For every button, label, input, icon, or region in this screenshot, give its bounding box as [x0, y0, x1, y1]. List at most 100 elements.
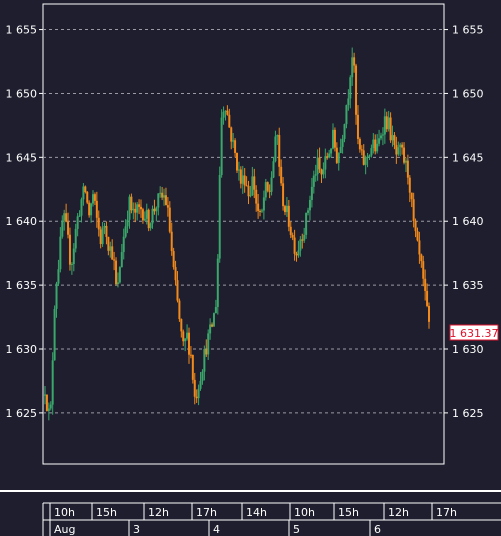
candle-body [401, 144, 404, 148]
candle-body [111, 246, 114, 260]
candle-body [51, 360, 54, 405]
candle-body [383, 116, 386, 135]
candle-body [207, 333, 210, 355]
candle-body [345, 105, 348, 125]
date-label: Aug [54, 523, 75, 536]
candle-body [381, 134, 384, 136]
candle-body [303, 234, 306, 241]
candle-body [320, 169, 323, 175]
candle-body [230, 127, 233, 142]
candle-body [128, 196, 131, 220]
candle-body [295, 253, 298, 256]
candle-body [268, 190, 271, 192]
candle-body [59, 236, 62, 270]
last-price-marker: 1 631.37 [449, 324, 499, 341]
y-tick-label-right: 1 655 [452, 24, 484, 37]
candle-body [134, 208, 137, 213]
candle-body [214, 306, 217, 314]
candle-body [264, 182, 267, 198]
y-tick-label-left: 1 650 [6, 87, 38, 100]
candle-body [113, 259, 116, 261]
candle-body [124, 226, 127, 237]
candle-body [45, 394, 48, 411]
candle-body [274, 136, 277, 162]
candle-body [293, 237, 296, 254]
candle-body [282, 183, 285, 207]
candle-body [408, 177, 411, 193]
candle-body [356, 114, 359, 139]
candle-body [312, 175, 315, 187]
candle-body [366, 156, 369, 158]
candle-body [65, 213, 68, 222]
candle-body [103, 225, 106, 228]
candle-body [193, 379, 196, 397]
candle-body [339, 147, 342, 154]
candle-body [262, 197, 265, 211]
candle-body [370, 148, 373, 156]
candle-body [362, 150, 365, 165]
candle-body [186, 332, 189, 339]
candle-body [163, 195, 166, 198]
candle-body [222, 111, 225, 118]
candle-body [397, 147, 400, 155]
time-label: 12h [148, 506, 169, 519]
candle-body [260, 210, 263, 212]
time-label: 17h [196, 506, 217, 519]
candle-body [241, 175, 244, 184]
candle-body [226, 110, 229, 115]
candle-body [351, 57, 354, 78]
candle-body [93, 194, 96, 201]
candle-body [272, 161, 275, 178]
candle-body [180, 319, 183, 332]
candle-body [118, 267, 121, 283]
y-tick-label-left: 1 625 [6, 407, 38, 420]
time-label: 10h [54, 506, 75, 519]
candle-body [49, 404, 52, 409]
candle-body [78, 215, 81, 217]
candle-body [176, 280, 179, 301]
candle-body [97, 217, 100, 230]
candle-body [328, 153, 331, 158]
plot-frame [42, 3, 445, 465]
candle-body [353, 57, 356, 66]
candle-body [316, 157, 319, 175]
candle-body [120, 252, 123, 268]
candle-body [278, 135, 281, 167]
candle-body [115, 260, 118, 285]
candle-body [387, 117, 390, 130]
candle-body [170, 231, 173, 252]
candle-body [122, 236, 125, 253]
candle-body [291, 234, 294, 238]
time-label: 15h [96, 506, 117, 519]
date-label: 4 [213, 523, 220, 536]
candle-body [212, 313, 215, 327]
candle-body [355, 65, 358, 115]
candle-body [284, 206, 286, 213]
candle-body [314, 174, 317, 176]
candle-body [395, 145, 398, 155]
candle-body [172, 251, 175, 268]
candle-body [63, 213, 66, 221]
candle-body [95, 200, 98, 218]
date-label: 6 [374, 523, 381, 536]
candle-body [90, 203, 93, 216]
candle-body [378, 138, 381, 144]
candle-body [424, 278, 427, 291]
date-label: 5 [293, 523, 300, 536]
time-label: 12h [388, 506, 409, 519]
candle-body [337, 153, 340, 163]
candle-body [153, 208, 156, 212]
y-tick-label-left: 1 655 [6, 24, 38, 37]
price-series [44, 47, 430, 421]
candle-body [232, 140, 235, 142]
candle-body [257, 203, 260, 211]
candle-body [145, 209, 148, 219]
candle-body [333, 129, 336, 148]
candle-body [266, 182, 269, 191]
candle-body [218, 174, 221, 259]
candle-body [406, 160, 409, 178]
candle-body [245, 185, 248, 187]
candle-body [368, 155, 371, 157]
y-tick-label-right: 1 650 [452, 87, 484, 100]
